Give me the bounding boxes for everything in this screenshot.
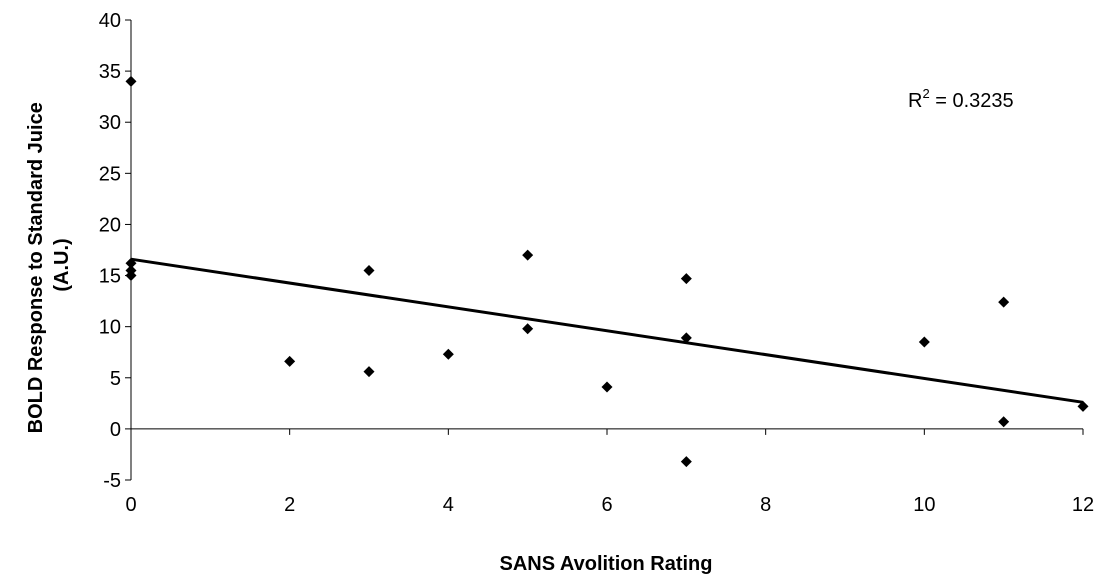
x-tick-label: 0	[125, 494, 136, 516]
data-points	[125, 75, 1089, 468]
data-point	[680, 332, 692, 344]
data-point	[284, 355, 296, 367]
y-tick-label: 5	[110, 368, 121, 390]
y-tick-label: 40	[99, 10, 121, 32]
x-tick-label: 6	[601, 494, 612, 516]
data-point	[125, 75, 137, 87]
r-squared-value: = 0.3235	[930, 90, 1014, 112]
y-axis-ticks: -5 0 5 10 15 20 25 30 35 40	[99, 10, 131, 492]
y-axis-title-line-1: BOLD Response to Standard Juice	[25, 102, 47, 433]
data-point	[363, 264, 375, 276]
x-tick-label: 8	[760, 494, 771, 516]
trendline-layer	[130, 257, 1084, 404]
y-tick-label: 35	[99, 61, 121, 83]
data-point	[601, 381, 613, 393]
data-point	[680, 456, 692, 468]
x-tick-label: 12	[1072, 494, 1094, 516]
data-point	[998, 416, 1010, 428]
data-point	[680, 273, 692, 285]
data-point	[998, 296, 1010, 308]
r-squared-annotation: R2 = 0.3235	[908, 86, 1014, 112]
data-point	[1077, 400, 1089, 412]
plot-area	[130, 20, 1083, 480]
x-tick-label: 2	[284, 494, 295, 516]
data-point	[363, 366, 375, 378]
y-tick-label: 25	[99, 163, 121, 185]
y-axis-title-line-2: (A.U.)	[51, 238, 73, 291]
y-tick-label: 15	[99, 266, 121, 288]
data-point	[125, 270, 137, 282]
data-point	[918, 336, 930, 348]
y-tick-label: -5	[103, 470, 121, 492]
x-axis-ticks: 0 2 4 6 8 10 12	[125, 428, 1094, 516]
data-point	[442, 348, 454, 360]
y-axis-title: BOLD Response to Standard Juice (A.U.)	[25, 97, 73, 434]
y-tick-label: 10	[99, 317, 121, 339]
r-squared-superscript: 2	[922, 86, 929, 101]
data-point	[522, 249, 534, 261]
data-point	[522, 323, 534, 335]
x-tick-label: 4	[443, 494, 454, 516]
data-point	[125, 257, 137, 269]
y-tick-label: 20	[99, 214, 121, 236]
y-tick-label: 30	[99, 112, 121, 134]
r-squared-base: R	[908, 90, 922, 112]
y-tick-label: 0	[110, 419, 121, 441]
plot-background	[131, 20, 1083, 480]
x-tick-label: 10	[913, 494, 935, 516]
trendline	[130, 257, 1084, 404]
x-axis-title: SANS Avolition Rating	[500, 553, 713, 575]
